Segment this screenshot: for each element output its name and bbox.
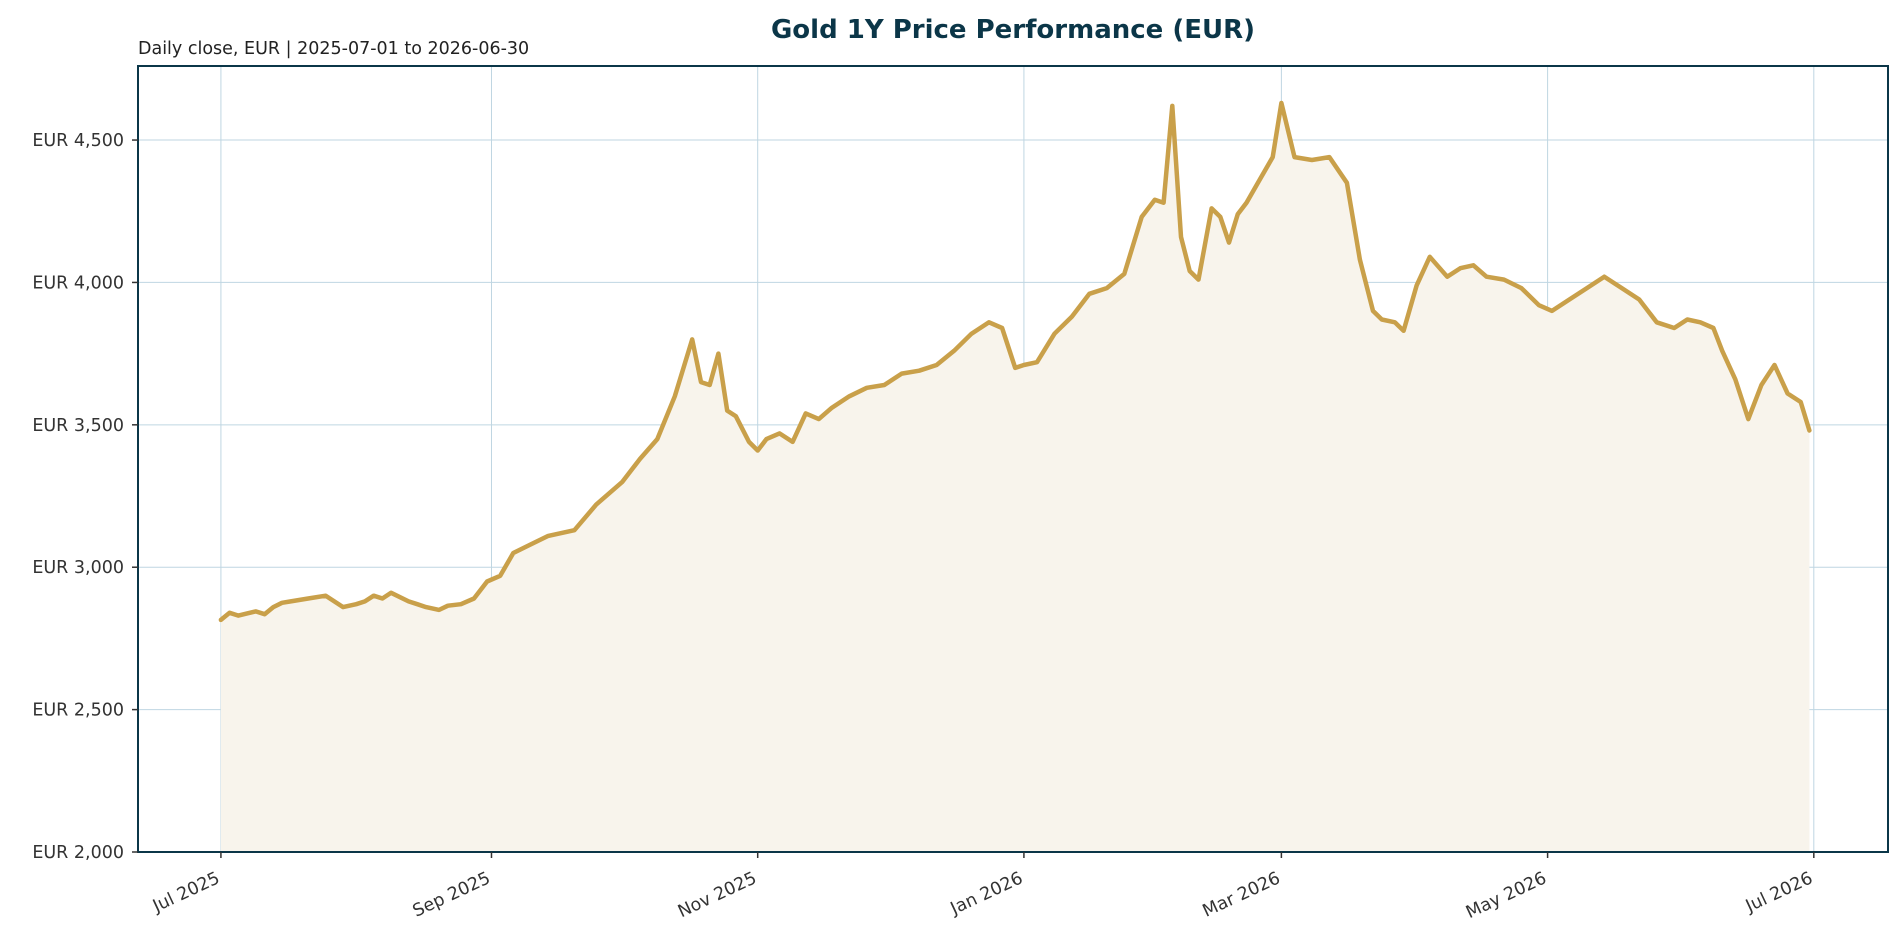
chart-title: Gold 1Y Price Performance (EUR) xyxy=(771,15,1255,45)
plot-frame xyxy=(137,65,1889,853)
x-tick-label: Sep 2025 xyxy=(410,868,494,921)
y-tick-label: EUR 2,500 xyxy=(32,701,124,721)
x-axis: Jul 2025 Sep 2025 Nov 2025 Jan 2026 Mar 2026… xyxy=(149,852,1816,923)
x-tick-label: Jan 2026 xyxy=(947,868,1026,919)
x-tick-label: May 2026 xyxy=(1463,868,1550,923)
x-tick-label: Mar 2026 xyxy=(1200,868,1284,921)
y-tick-label: EUR 3,500 xyxy=(32,416,124,436)
x-tick-label: Jul 2026 xyxy=(1742,868,1816,917)
x-tick-label: Jul 2025 xyxy=(149,868,223,917)
y-tick-label: EUR 4,500 xyxy=(32,131,124,151)
x-tick-label: Nov 2025 xyxy=(675,868,760,922)
chart-subtitle: Daily close, EUR | 2025-07-01 to 2026-06… xyxy=(138,39,529,59)
y-tick-label: EUR 3,000 xyxy=(32,558,124,578)
price-area-fill xyxy=(220,103,1810,852)
y-axis: EUR 2,000 EUR 2,500 EUR 3,000 EUR 3,500 EUR … xyxy=(32,131,138,863)
y-tick-label: EUR 4,000 xyxy=(32,273,124,293)
price-line xyxy=(218,100,1812,623)
y-tick-label: EUR 2,000 xyxy=(32,843,124,863)
